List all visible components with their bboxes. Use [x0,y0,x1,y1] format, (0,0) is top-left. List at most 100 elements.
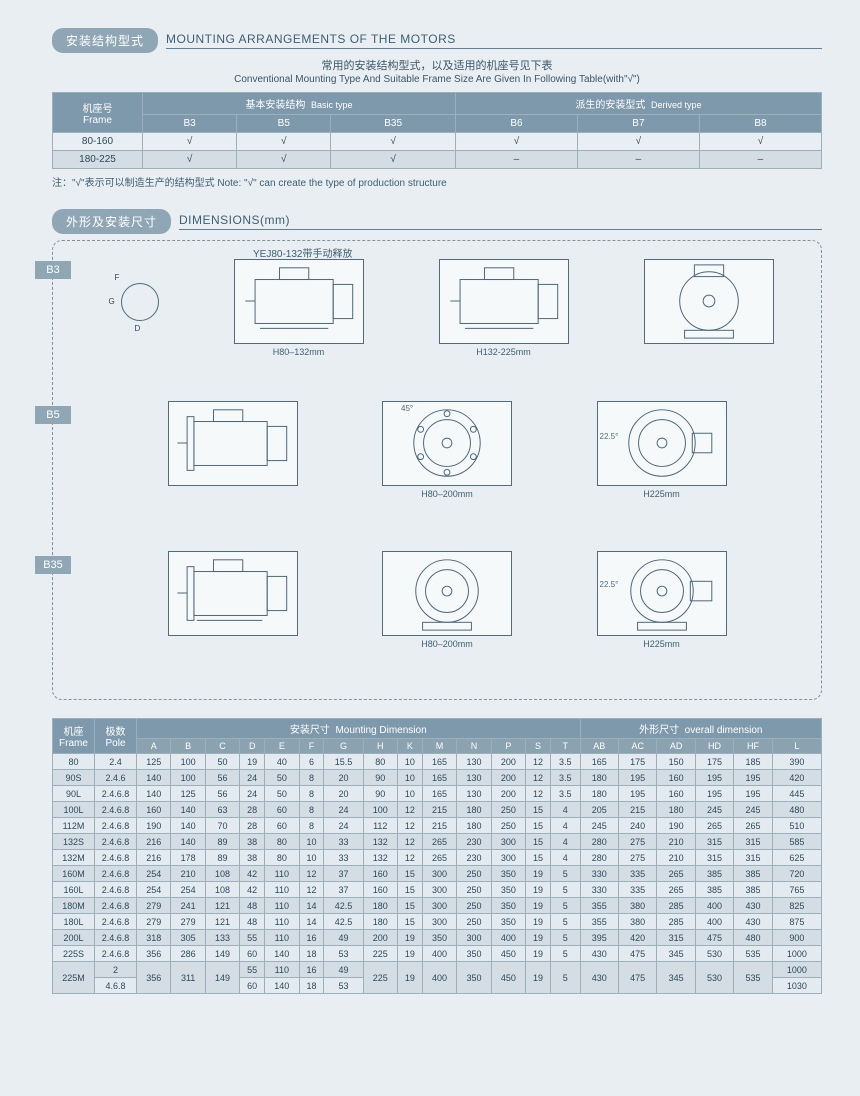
t2-cell: 280 [580,850,618,866]
t1-col: B3 [143,115,237,133]
t2-cell: 10 [397,754,422,770]
t2-cell: 110 [265,930,299,946]
t2-col: H [363,739,397,754]
t1-cell: – [699,151,821,169]
t2-cell: 300 [422,898,456,914]
t2-over-cn: 外形尺寸 [639,725,679,736]
t2-cell: 250 [457,882,491,898]
t2-cell: 225M [53,962,95,994]
t2-cell: 28 [240,802,265,818]
t2-cell: 18 [299,978,324,994]
section-1-subtitle: 常用的安装结构型式，以及适用的机座号见下表 Conventional Mount… [52,59,822,86]
t2-pole: 2.4.6.8 [95,802,137,818]
t2-frame: 225S [53,946,95,962]
t2-cell: 33 [324,850,363,866]
section-2-header: 外形及安装尺寸 DIMENSIONS(mm) [52,209,822,234]
t2-cell: 200 [491,786,525,802]
t2-cell: 530 [695,962,733,994]
t2-cell: 18 [299,946,324,962]
t2-cell: 19 [526,914,551,930]
t2-col: D [240,739,265,754]
t2-cell: 19 [526,962,551,994]
t2-cell: 480 [734,930,772,946]
t2-cell: 60 [240,978,265,994]
t2-cell: 250 [491,802,525,818]
t2-col: N [457,739,491,754]
dimensions-table: 机座 Frame 极数 Pole 安装尺寸 Mounting Dimension… [52,718,822,994]
t2-cell: 53 [324,946,363,962]
table-row: 132M2.4.6.821617889388010331321226523030… [53,850,822,866]
t2-cell: 110 [265,866,299,882]
t2-cell: 42 [240,866,265,882]
t2-cell: 165 [422,754,456,770]
t2-cell: 42.5 [324,898,363,914]
t2-cell: 195 [695,770,733,786]
t2-cell: 49 [324,962,363,978]
t1-frame: 80-160 [53,133,143,151]
t2-cell: 330 [580,866,618,882]
t2-cell: 380 [618,898,656,914]
t2-cell: 900 [772,930,821,946]
t2-cell: 275 [618,834,656,850]
t2-cell: 230 [457,850,491,866]
t1-col: B8 [699,115,821,133]
t2-cell: 19 [397,962,422,994]
t2-cell: 160 [137,802,171,818]
t2-cell: 195 [618,770,656,786]
t2-cell: 10 [397,770,422,786]
t2-col: B [171,739,205,754]
t2-cell: 16 [299,962,324,978]
t2-cell: 19 [526,930,551,946]
shaft-section-diagram: F G D [121,283,159,321]
t2-frame: 112M [53,818,95,834]
t1-cell: √ [237,133,331,151]
t2-cell: 1000 [772,946,821,962]
t2-cell: 765 [772,882,821,898]
t2-cell: 33 [324,834,363,850]
t2-cell: 265 [422,850,456,866]
angle-22b: 22.5° [600,580,619,589]
t2-pole-cn: 极数 [96,723,135,738]
t2-cell: 10 [397,786,422,802]
t2-cell: 132 [363,834,397,850]
t2-col: G [324,739,363,754]
t2-cell: 450 [491,946,525,962]
t2-cell: 265 [657,866,695,882]
t2-frame: 180M [53,898,95,914]
t2-col: E [265,739,299,754]
t2-cell: 19 [526,898,551,914]
t2-cell: 121 [205,898,239,914]
t2-cell: 12 [397,850,422,866]
tag-b35: B35 [35,556,71,574]
t2-cell: 210 [171,866,205,882]
t2-cell: 3.5 [550,754,580,770]
table-row: 132S2.4.6.821614089388010331321226523030… [53,834,822,850]
label-r2a: H80–200mm [383,489,511,499]
t2-cell: 200 [491,770,525,786]
t2-cell: 149 [205,962,239,994]
angle-22: 22.5° [600,432,619,441]
t2-cell: 140 [265,946,299,962]
t2-pole: 2.4.6.8 [95,786,137,802]
t2-cell: 110 [265,962,299,978]
motor-b5-side [168,401,298,486]
t2-cell: 240 [618,818,656,834]
table-row: 90L2.4.6.8140125562450820901016513020012… [53,786,822,802]
t2-cell: 216 [137,850,171,866]
t2-cell: 245 [695,802,733,818]
t2-cell: 175 [695,754,733,770]
t2-pole: 2.4.6.8 [95,834,137,850]
t2-cell: 63 [205,802,239,818]
t2-cell: 140 [171,818,205,834]
t2-cell: 121 [205,914,239,930]
t2-cell: 215 [618,802,656,818]
t2-cell: 130 [457,786,491,802]
t2-cell: 125 [137,754,171,770]
t2-cell: 140 [171,802,205,818]
t2-cell: 400 [422,962,456,994]
t2-cell: 311 [171,962,205,994]
label-r1b: H132-225mm [440,347,568,357]
t2-cell: 475 [695,930,733,946]
table-row: 180M2.4.6.8279241121481101442.5180153002… [53,898,822,914]
t1-cell: √ [143,133,237,151]
